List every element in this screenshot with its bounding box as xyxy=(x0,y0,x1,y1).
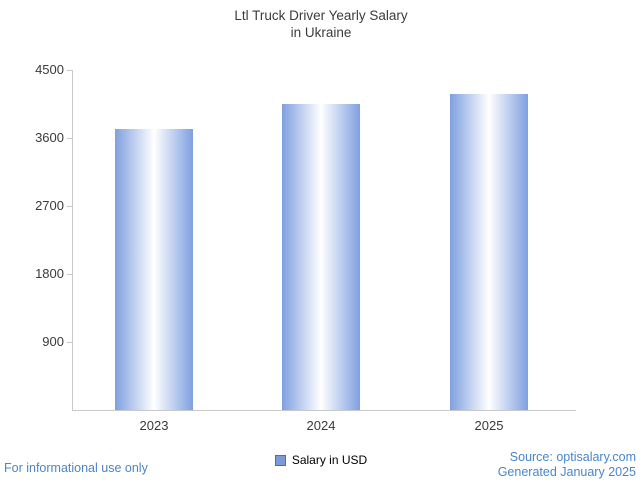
y-tick-label: 900 xyxy=(42,334,64,349)
legend-swatch-icon xyxy=(274,454,286,466)
y-tick-label: 1800 xyxy=(35,266,64,281)
x-tick-label-2023: 2023 xyxy=(139,418,169,433)
y-tick-mark xyxy=(67,274,72,275)
bar-2025 xyxy=(450,94,528,410)
plot-area: 3,715$ 4,049$ 4,182$ 2023 2024 2025 xyxy=(72,70,576,433)
chart-legend: Salary in USD xyxy=(0,453,642,467)
disclaimer-text: For informational use only xyxy=(4,461,148,475)
y-tick-mark xyxy=(67,342,72,343)
y-tick-label: 3600 xyxy=(35,130,64,145)
bar-2024 xyxy=(282,104,360,410)
generated-line: Generated January 2025 xyxy=(497,465,636,479)
x-tick-label-2024: 2024 xyxy=(306,418,336,433)
x-tick-label-2025: 2025 xyxy=(474,418,504,433)
chart-title-line2: in Ukraine xyxy=(290,25,352,40)
source-attribution: Source: optisalary.com Generated January… xyxy=(498,450,636,480)
chart-title: Ltl Truck Driver Yearly Salary in Ukrain… xyxy=(0,7,642,41)
legend-label: Salary in USD xyxy=(291,453,368,467)
y-tick-label: 4500 xyxy=(35,62,64,77)
y-tick-mark xyxy=(67,70,72,71)
chart-title-line1: Ltl Truck Driver Yearly Salary xyxy=(234,8,408,23)
source-line: Source: optisalary.com xyxy=(509,450,636,464)
y-tick-label: 2700 xyxy=(35,198,64,213)
y-tick-mark xyxy=(67,138,72,139)
y-tick-mark xyxy=(67,206,72,207)
bar-2023 xyxy=(115,129,193,410)
